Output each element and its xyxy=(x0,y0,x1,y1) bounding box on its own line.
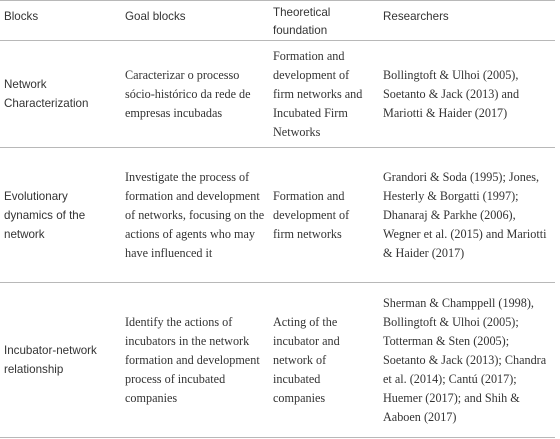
cell-foundation: Formation and development of firm networ… xyxy=(269,40,377,148)
cell-researchers: Bollingtoft & Ulhoi (2005), Soetanto & J… xyxy=(377,40,555,148)
cell-foundation: Formation and development of firm networ… xyxy=(269,147,377,283)
table-row: Evolutionary dynamics of the network Inv… xyxy=(0,147,555,283)
header-blocks: Blocks xyxy=(0,0,118,41)
cell-block: Evolutionary dynamics of the network xyxy=(0,147,118,283)
cell-block: Network Characterization xyxy=(0,40,118,148)
cell-researchers: Grandori & Soda (1995); Jones, Hesterly … xyxy=(377,147,555,283)
cell-goal: Identify the actions of incubators in th… xyxy=(118,282,269,438)
cell-goal: Investigate the process of formation and… xyxy=(118,147,269,283)
cell-block: Incubator-network relationship xyxy=(0,282,118,438)
table-row: Incubator-network relationship Identify … xyxy=(0,282,555,438)
table-row: Network Characterization Caracterizar o … xyxy=(0,40,555,148)
header-goal-blocks: Goal blocks xyxy=(118,0,269,41)
cell-foundation: Acting of the incubator and network of i… xyxy=(269,282,377,438)
header-researchers: Researchers xyxy=(377,0,555,41)
cell-goal: Caracterizar o processo sócio-histórico … xyxy=(118,40,269,148)
header-theoretical-foundation: Theoretical foundation xyxy=(269,0,377,41)
table-header-row: Blocks Goal blocks Theoretical foundatio… xyxy=(0,0,555,41)
cell-researchers: Sherman & Champpell (1998), Bollingtoft … xyxy=(377,282,555,438)
